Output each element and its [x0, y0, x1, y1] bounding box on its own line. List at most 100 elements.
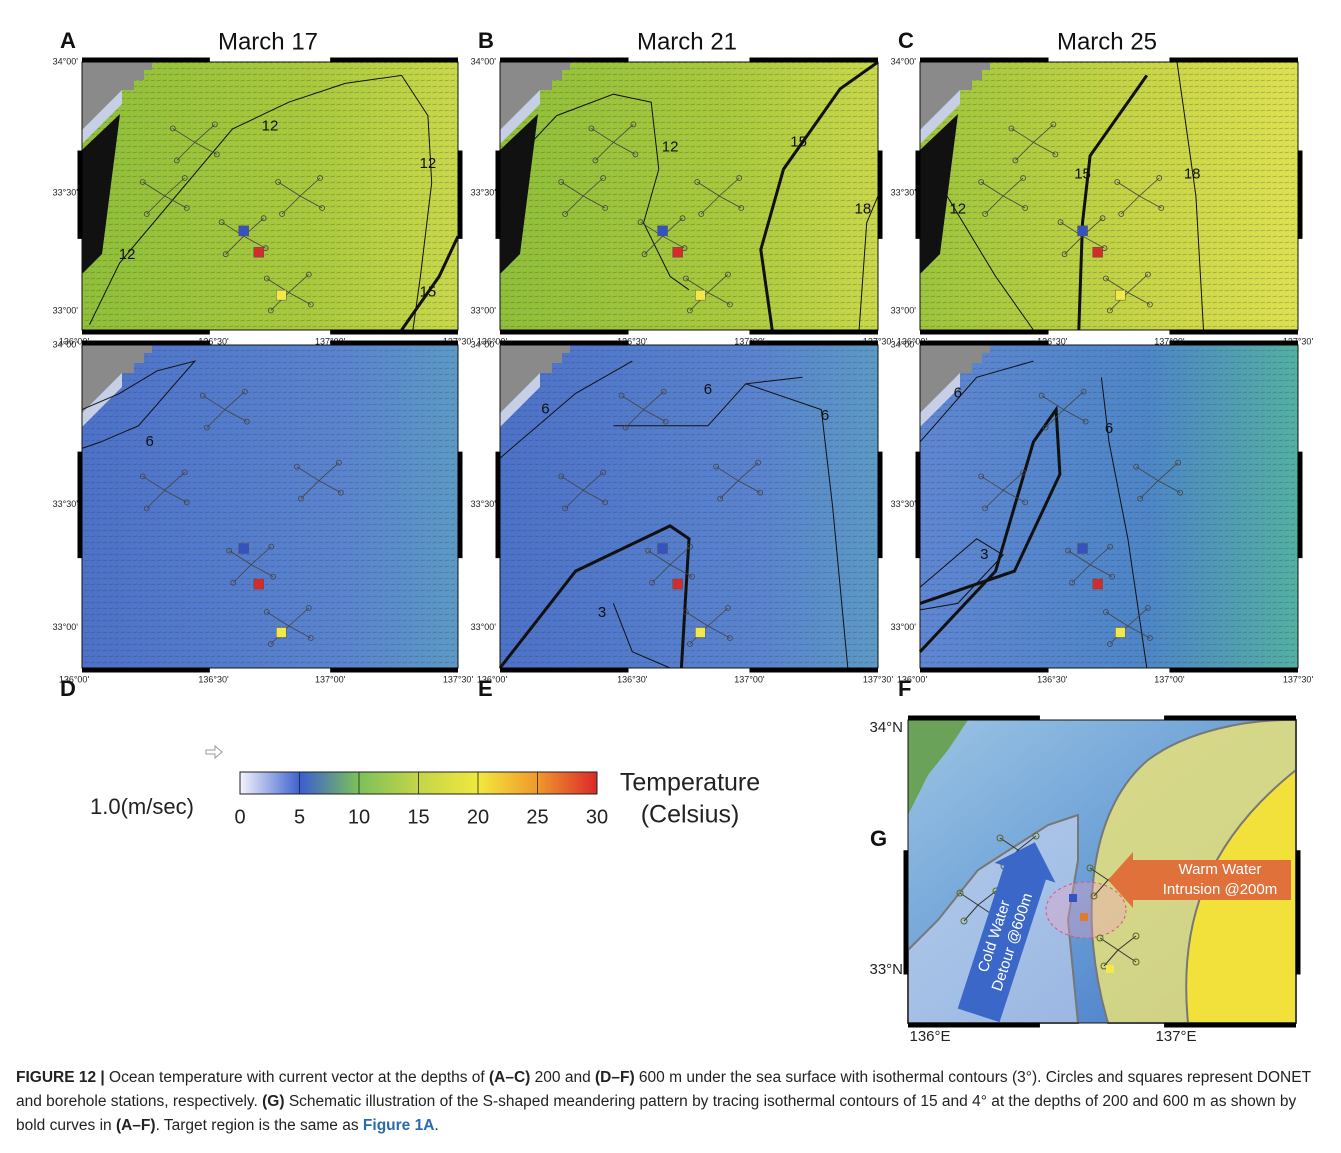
isotherm [1176, 61, 1204, 331]
station-link [1033, 142, 1056, 155]
station [270, 573, 277, 580]
station-link [202, 395, 226, 410]
station-link [582, 195, 606, 209]
station [1069, 579, 1075, 586]
isotherm [499, 93, 690, 291]
station [717, 495, 724, 502]
borehole [1115, 627, 1126, 638]
station [1156, 175, 1163, 181]
station [1090, 892, 1098, 900]
station-link [300, 480, 320, 499]
vector-scale: 1.0(m/sec) [90, 794, 194, 819]
lat-tick-label: 33°30' [891, 499, 917, 509]
station [143, 505, 150, 512]
colorbar-tick-label: 20 [467, 806, 489, 828]
lat-tick-label: 33°30' [471, 188, 497, 198]
station-link [1120, 195, 1140, 215]
coast [82, 114, 120, 274]
station [263, 609, 270, 615]
station-link [142, 476, 165, 491]
lat-tick-label: 34°00' [471, 339, 497, 349]
station-link [1093, 879, 1109, 897]
station [622, 424, 629, 431]
lat-tick-label: 33°00' [53, 306, 79, 316]
lat-tick-label: 33°00' [53, 622, 79, 632]
station [1022, 499, 1029, 506]
station-link [250, 546, 272, 565]
station [1020, 175, 1027, 181]
station [679, 215, 686, 222]
station [1099, 215, 1106, 222]
station-link [146, 490, 166, 509]
map-panel: 6 34°00' 33°30' 33°00' 136°00' 136°30' 137°00'… [53, 339, 474, 700]
station-link [1015, 142, 1034, 161]
lat-tick-label: 34°00' [891, 56, 917, 66]
station-link [984, 490, 1004, 509]
station-link [737, 462, 759, 481]
station-link [625, 409, 644, 428]
station [689, 573, 695, 580]
station-link [1002, 489, 1026, 503]
station-link [194, 124, 216, 143]
map-panel: 6 6 3 34°00' 33°30' 33°00' 136°00' 136°30' 137°0… [891, 339, 1314, 700]
station-link [1002, 472, 1024, 491]
station-link [1045, 409, 1064, 428]
panel-title: March 21 [637, 28, 737, 55]
station-link [560, 181, 584, 197]
vector-field [920, 345, 1298, 668]
station-link [164, 472, 185, 491]
contour-label: 3 [598, 604, 606, 621]
map-panel: 12 12 15 18 34°00' 33°30' 33°00' 136°00' 136°30'… [471, 28, 894, 347]
lat-tick-label: 33°30' [891, 188, 917, 198]
borehole [276, 627, 287, 638]
isotherm [858, 195, 879, 331]
station-link [977, 890, 997, 906]
station [211, 121, 218, 128]
contour-label: 6 [704, 381, 712, 398]
lon-tick-label: 136°00' [59, 336, 90, 346]
lon-tick-label: 137°30' [1283, 674, 1314, 684]
station-link [1063, 409, 1086, 422]
station [183, 205, 190, 211]
station [1145, 605, 1151, 611]
station-link [963, 904, 979, 922]
station-link [224, 391, 246, 410]
land-shelf [500, 373, 540, 427]
station [335, 459, 342, 466]
station [1080, 388, 1087, 395]
station-link [582, 177, 604, 197]
station [1096, 934, 1104, 942]
lon-tick-label: 137°30' [863, 674, 894, 684]
station-link [299, 195, 323, 209]
station-link [232, 564, 252, 583]
colorbar-tick-label: 10 [348, 806, 370, 828]
land-shelf [82, 373, 122, 427]
panel-title: March 25 [1057, 28, 1157, 55]
lon-tick-label: 136°30' [1037, 674, 1068, 684]
station [600, 175, 607, 181]
panel-letter: F [898, 676, 911, 701]
station [725, 605, 731, 611]
lat-tick-label: 33°30' [53, 499, 79, 509]
vector-field [82, 62, 458, 330]
station-link [1033, 124, 1054, 143]
lon-tick-label: 136°00' [477, 674, 508, 684]
borehole [1092, 578, 1103, 590]
lat-tick-label: 33°30' [53, 188, 79, 198]
contour-label: 12 [420, 155, 437, 172]
station [1042, 424, 1049, 431]
station-link [613, 124, 634, 143]
station-link [1127, 625, 1151, 639]
coast [920, 114, 958, 274]
station-link [1071, 564, 1091, 583]
contour-label: 15 [420, 283, 437, 300]
isotherm [938, 182, 1034, 331]
vector-field [500, 345, 878, 668]
station [1147, 301, 1153, 308]
station-link [669, 564, 693, 577]
station-link [582, 489, 606, 503]
borehole [672, 578, 683, 590]
station-link [288, 274, 310, 293]
